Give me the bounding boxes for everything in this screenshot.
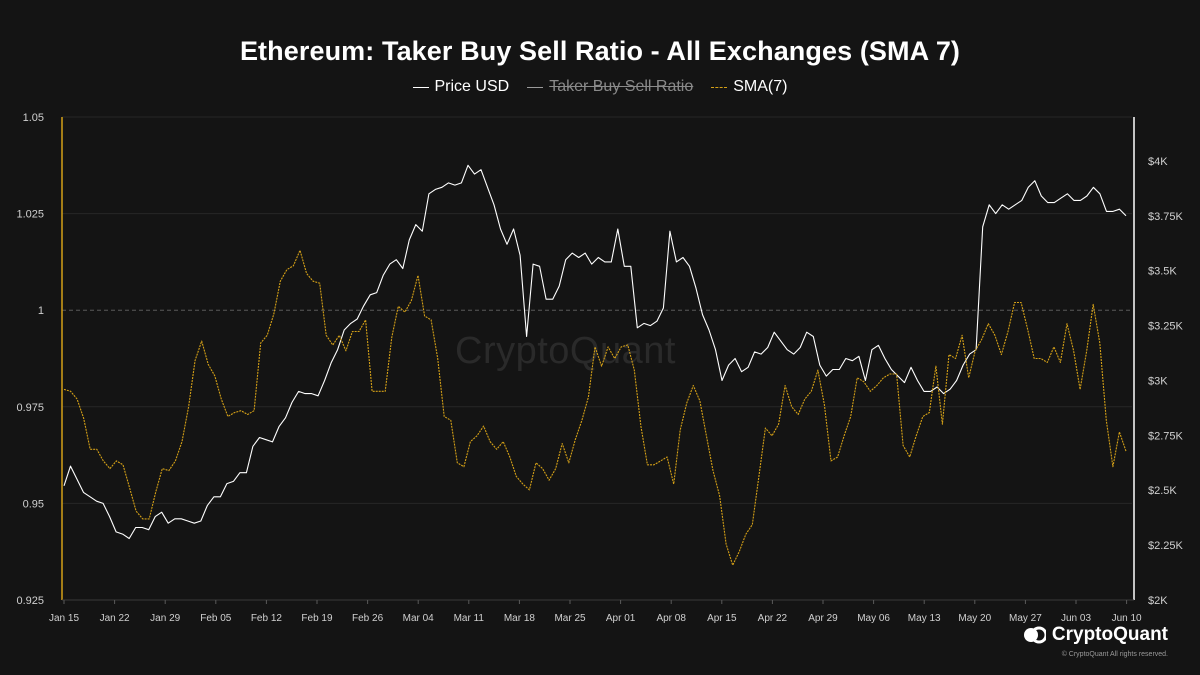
legend: Price USD Taker Buy Sell Ratio SMA(7) xyxy=(0,78,1200,96)
brand-name: CryptoQuant xyxy=(1051,624,1168,645)
x-axis-tick-label: Jan 29 xyxy=(150,613,180,624)
right-axis-tick-label: $2K xyxy=(1148,595,1168,607)
sma7-line xyxy=(63,249,1127,566)
x-axis-tick-label: Feb 26 xyxy=(352,613,384,624)
legend-label-sma: SMA(7) xyxy=(733,78,788,95)
x-axis-tick-label: May 20 xyxy=(958,613,991,624)
x-axis-tick-label: Apr 08 xyxy=(656,613,686,624)
copyright: © CryptoQuant All rights reserved. xyxy=(1061,651,1168,658)
right-axis-tick-label: $3K xyxy=(1148,375,1168,387)
x-axis-tick-label: Mar 11 xyxy=(454,613,485,624)
left-axis-tick-label: 0.925 xyxy=(16,595,44,607)
left-axis-tick-label: 1.025 xyxy=(16,209,44,221)
x-axis-tick-label: Jun 03 xyxy=(1061,613,1091,624)
x-axis-tick-label: Apr 15 xyxy=(707,613,737,624)
right-axis-tick-label: $3.25K xyxy=(1148,321,1184,333)
x-axis-tick-label: May 13 xyxy=(908,613,941,624)
x-axis-tick-label: Mar 25 xyxy=(554,613,586,624)
left-axis-tick-label: 1 xyxy=(38,305,44,317)
brand: CryptoQuant xyxy=(1023,624,1168,646)
legend-swatch-price xyxy=(412,86,429,88)
legend-item-taker-ratio[interactable]: Taker Buy Sell Ratio xyxy=(527,78,693,96)
right-axis-tick-label: $4K xyxy=(1148,156,1168,168)
legend-label-taker-ratio: Taker Buy Sell Ratio xyxy=(549,78,694,95)
legend-swatch-sma xyxy=(711,86,728,88)
left-axis-tick-label: 1.05 xyxy=(23,112,44,124)
x-axis-tick-label: Jan 15 xyxy=(49,613,79,624)
legend-item-sma[interactable]: SMA(7) xyxy=(711,78,787,96)
x-axis-tick-label: May 27 xyxy=(1009,613,1042,624)
x-axis-tick-label: Feb 12 xyxy=(251,613,283,624)
right-axis-tick-label: $2.5K xyxy=(1148,485,1177,497)
x-axis-tick-label: Feb 19 xyxy=(301,613,333,624)
x-axis-tick-label: Mar 18 xyxy=(504,613,536,624)
left-axis-tick-label: 0.95 xyxy=(23,498,44,510)
left-axis-tick-label: 0.975 xyxy=(16,402,44,414)
x-axis-tick-label: May 06 xyxy=(857,613,890,624)
cryptoquant-logo-icon xyxy=(1023,626,1046,644)
right-axis-tick-label: $2.75K xyxy=(1148,430,1184,442)
legend-item-price[interactable]: Price USD xyxy=(412,78,510,96)
right-axis-tick-label: $3.5K xyxy=(1148,266,1177,278)
x-axis-tick-label: Apr 01 xyxy=(606,613,636,624)
x-axis-tick-label: Jan 22 xyxy=(100,613,130,624)
x-axis-tick-label: Feb 05 xyxy=(200,613,232,624)
x-axis-tick-label: Jun 10 xyxy=(1112,613,1142,624)
watermark: CryptoQuant xyxy=(455,330,676,372)
price-usd-line xyxy=(63,164,1127,540)
right-axis-tick-label: $2.25K xyxy=(1148,540,1184,552)
x-axis-tick-label: Mar 04 xyxy=(403,613,435,624)
x-axis-tick-label: Apr 29 xyxy=(808,613,838,624)
right-axis-tick-label: $3.75K xyxy=(1148,211,1184,223)
legend-swatch-taker-ratio xyxy=(527,86,544,88)
chart-title: Ethereum: Taker Buy Sell Ratio - All Exc… xyxy=(239,36,961,66)
legend-label-price: Price USD xyxy=(434,78,510,95)
x-axis-tick-label: Apr 22 xyxy=(758,613,788,624)
